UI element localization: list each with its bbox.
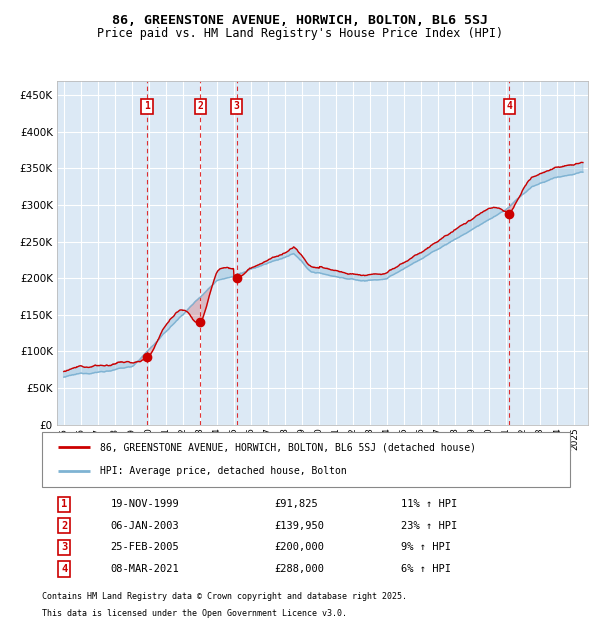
Text: 06-JAN-2003: 06-JAN-2003 <box>110 521 179 531</box>
Text: 6% ↑ HPI: 6% ↑ HPI <box>401 564 451 574</box>
Text: 3: 3 <box>233 101 239 111</box>
Text: 2: 2 <box>61 521 67 531</box>
Text: 2: 2 <box>197 101 203 111</box>
Text: 19-NOV-1999: 19-NOV-1999 <box>110 499 179 509</box>
Text: HPI: Average price, detached house, Bolton: HPI: Average price, detached house, Bolt… <box>100 466 347 476</box>
Text: Contains HM Land Registry data © Crown copyright and database right 2025.: Contains HM Land Registry data © Crown c… <box>42 591 407 601</box>
Text: £139,950: £139,950 <box>274 521 325 531</box>
Text: 1: 1 <box>144 101 150 111</box>
FancyBboxPatch shape <box>42 432 570 487</box>
Text: This data is licensed under the Open Government Licence v3.0.: This data is licensed under the Open Gov… <box>42 609 347 618</box>
Text: £91,825: £91,825 <box>274 499 318 509</box>
Text: 1: 1 <box>61 499 67 509</box>
Text: 23% ↑ HPI: 23% ↑ HPI <box>401 521 457 531</box>
Text: 4: 4 <box>506 101 512 111</box>
Text: 25-FEB-2005: 25-FEB-2005 <box>110 542 179 552</box>
Text: £288,000: £288,000 <box>274 564 325 574</box>
Text: 86, GREENSTONE AVENUE, HORWICH, BOLTON, BL6 5SJ (detached house): 86, GREENSTONE AVENUE, HORWICH, BOLTON, … <box>100 443 476 453</box>
Text: 3: 3 <box>61 542 67 552</box>
Text: 11% ↑ HPI: 11% ↑ HPI <box>401 499 457 509</box>
Text: Price paid vs. HM Land Registry's House Price Index (HPI): Price paid vs. HM Land Registry's House … <box>97 27 503 40</box>
Text: £200,000: £200,000 <box>274 542 325 552</box>
Text: 9% ↑ HPI: 9% ↑ HPI <box>401 542 451 552</box>
Text: 08-MAR-2021: 08-MAR-2021 <box>110 564 179 574</box>
Text: 86, GREENSTONE AVENUE, HORWICH, BOLTON, BL6 5SJ: 86, GREENSTONE AVENUE, HORWICH, BOLTON, … <box>112 14 488 27</box>
Text: 4: 4 <box>61 564 67 574</box>
